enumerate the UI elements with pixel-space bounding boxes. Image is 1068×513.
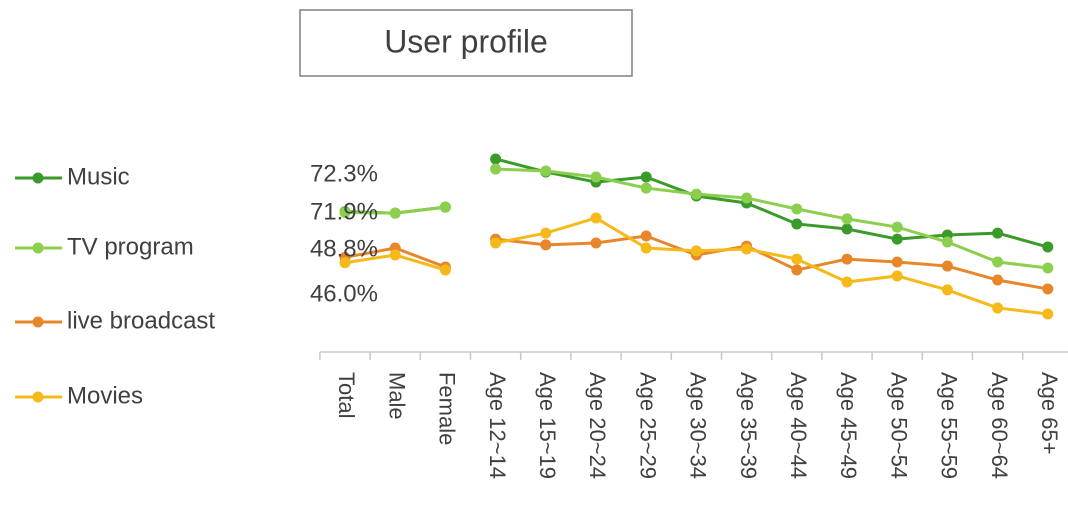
- x-tick-label: Age 12~14: [485, 372, 510, 479]
- x-tick-label: Age 20~24: [585, 372, 610, 479]
- data-point: [590, 171, 602, 183]
- data-point: [841, 213, 853, 225]
- data-point: [490, 153, 502, 165]
- series-line: [495, 216, 1048, 316]
- legend-label: live broadcast: [67, 307, 215, 334]
- x-tick-label: Age 35~39: [736, 372, 761, 479]
- data-point: [791, 218, 803, 230]
- data-point: [690, 188, 702, 200]
- data-point: [891, 270, 903, 282]
- x-tick-label: Female: [435, 372, 460, 445]
- x-tick-label: Age 55~59: [937, 372, 962, 479]
- data-point: [992, 274, 1004, 286]
- data-point: [891, 233, 903, 245]
- x-tick-label: Age 60~64: [987, 372, 1012, 479]
- data-point: [339, 207, 351, 219]
- data-point: [791, 253, 803, 265]
- x-tick-label: Age 40~44: [786, 372, 811, 479]
- x-tick-label: Age 65+: [1037, 372, 1062, 455]
- value-label: 46.0%: [310, 280, 378, 307]
- value-label: 72.3%: [310, 160, 378, 187]
- data-point: [791, 203, 803, 215]
- legend-label: Movies: [67, 382, 143, 409]
- data-point: [490, 163, 502, 175]
- chart-title: User profile: [384, 23, 548, 59]
- data-point: [339, 257, 351, 269]
- data-point: [891, 256, 903, 268]
- data-point: [891, 221, 903, 233]
- data-point: [1042, 308, 1054, 320]
- data-point: [992, 302, 1004, 314]
- x-tick-label: Age 45~49: [836, 372, 861, 479]
- data-point: [992, 227, 1004, 239]
- data-point: [741, 192, 753, 204]
- data-point: [791, 264, 803, 276]
- data-point: [841, 253, 853, 265]
- data-point: [1042, 262, 1054, 274]
- data-point: [640, 242, 652, 254]
- data-point: [490, 237, 502, 249]
- data-point: [841, 276, 853, 288]
- data-point: [941, 260, 953, 272]
- series-line: [495, 167, 1048, 270]
- data-point: [992, 256, 1004, 268]
- x-tick-label: Age 15~19: [535, 372, 560, 479]
- data-point: [590, 212, 602, 224]
- legend-marker: [32, 172, 44, 184]
- legend-label: TV program: [67, 233, 194, 260]
- data-point: [540, 227, 552, 239]
- data-point: [640, 171, 652, 183]
- data-point: [540, 239, 552, 251]
- data-point: [439, 264, 451, 276]
- value-label: 48.8%: [310, 235, 378, 262]
- data-point: [1042, 241, 1054, 253]
- data-point: [941, 236, 953, 248]
- x-tick-label: Total: [334, 372, 359, 418]
- series-line: [495, 234, 1049, 291]
- legend-marker: [32, 242, 44, 254]
- data-point: [590, 237, 602, 249]
- data-point: [439, 201, 451, 213]
- data-point: [540, 165, 552, 177]
- title-box: [299, 9, 633, 77]
- x-tick-label: Age 50~54: [886, 372, 911, 479]
- data-point: [640, 230, 652, 242]
- x-tick-label: Age 30~34: [686, 372, 711, 479]
- data-point: [389, 207, 401, 219]
- data-point: [640, 182, 652, 194]
- legend-marker: [32, 391, 44, 403]
- data-point: [841, 223, 853, 235]
- x-tick-label: Age 25~29: [635, 372, 660, 479]
- data-point: [389, 249, 401, 261]
- data-point: [941, 284, 953, 296]
- data-point: [1042, 283, 1054, 295]
- series-line: [495, 157, 1049, 249]
- data-point: [690, 245, 702, 257]
- x-tick-label: Male: [384, 372, 409, 420]
- value-label: 71.9%: [310, 198, 378, 225]
- legend-marker: [32, 316, 44, 328]
- legend-label: Music: [67, 163, 130, 190]
- data-point: [741, 243, 753, 255]
